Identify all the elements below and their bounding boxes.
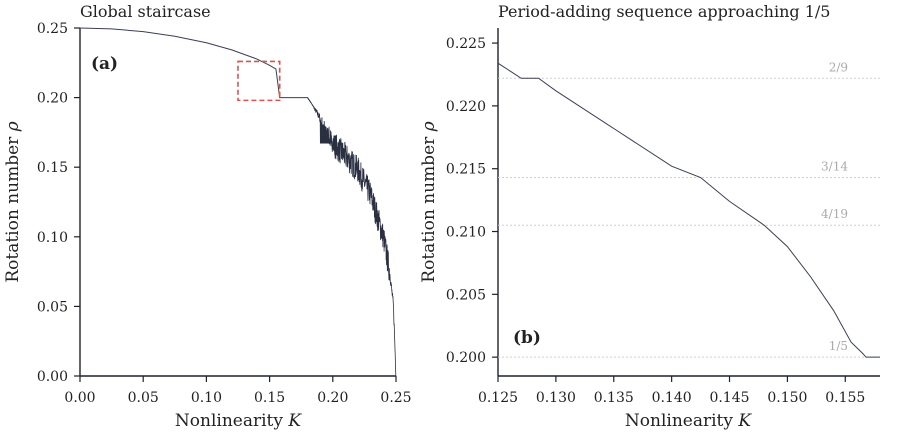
panel-b-x-tick-label: 0.135: [594, 390, 634, 406]
panel-b-reference-label: 2/9: [829, 60, 848, 74]
panel-b-x-ticks: 0.125 0.130 0.135 0.140 0.145 0.150 0.155: [478, 376, 865, 406]
panel-b-rotation-curve: [497, 62, 880, 358]
panel-a-x-tick-label: 0.05: [128, 390, 159, 406]
panel-b-x-tick-label: 0.140: [652, 390, 692, 406]
panel-a-xlabel: Nonlinearity: [175, 411, 283, 431]
panel-a-y-tick-label: 0.25: [37, 21, 68, 37]
panel-b-ylabel-var: ρ: [419, 121, 439, 132]
panel-a-chaotic-region: [307, 97, 397, 377]
panel-b-y-axis-title: Rotation number ρ: [419, 121, 439, 282]
panel-a-y-tick-label: 0.00: [37, 369, 68, 385]
panel-b-y-tick-label: 0.220: [446, 99, 486, 115]
panel-a-y-tick-label: 0.10: [37, 230, 68, 246]
panel-b-x-tick-label: 0.130: [536, 390, 576, 406]
panel-a-global-staircase: Global staircase (a) 0.00 0.05 0.10 0.15 0.2…: [3, 2, 412, 431]
panel-b-ylabel: Rotation number: [419, 136, 439, 283]
panel-b-y-ticks: 0.200 0.205 0.210 0.215 0.220 0.225: [446, 36, 498, 366]
panel-b-xlabel-var: K: [737, 411, 752, 431]
panel-b-y-tick-label: 0.200: [446, 350, 486, 366]
panel-a-x-ticks: 0.00 0.05 0.10 0.15 0.20 0.25: [64, 376, 412, 406]
panel-b-reference-label: 1/5: [829, 339, 848, 353]
panel-a-staircase-curve: [79, 27, 312, 104]
panel-b-y-tick-label: 0.210: [446, 225, 486, 241]
panel-b-reference-lines: 2/9 3/14 4/19 1/5: [498, 60, 880, 358]
panel-a-title: Global staircase: [80, 2, 211, 21]
panel-b-label: (b): [513, 328, 541, 348]
panel-a-x-tick-label: 0.00: [64, 390, 95, 406]
panel-a-label: (a): [91, 54, 118, 74]
panel-b-y-tick-label: 0.205: [446, 287, 486, 303]
panel-b-x-tick-label: 0.125: [478, 390, 518, 406]
panel-b-period-adding: Period-adding sequence approaching 1/5 (…: [419, 2, 880, 431]
panel-a-x-axis-title: Nonlinearity K: [175, 411, 302, 431]
panel-a-y-tick-label: 0.15: [37, 160, 68, 176]
panel-a-x-tick-label: 0.20: [317, 390, 348, 406]
panel-a-x-tick-label: 0.25: [380, 390, 411, 406]
panel-a-y-tick-label: 0.20: [37, 91, 68, 107]
panel-b-x-tick-label: 0.145: [709, 390, 749, 406]
panel-a-xlabel-var: K: [287, 411, 302, 431]
panel-b-xlabel: Nonlinearity: [625, 411, 733, 431]
panel-a-y-tick-label: 0.05: [37, 299, 68, 315]
panel-b-title: Period-adding sequence approaching 1/5: [498, 2, 830, 21]
panel-a-x-tick-label: 0.10: [191, 390, 222, 406]
panel-b-y-tick-label: 0.215: [446, 162, 486, 178]
panel-b-y-tick-label: 0.225: [446, 36, 486, 52]
panel-b-reference-label: 4/19: [821, 207, 848, 221]
panel-b-x-tick-label: 0.150: [767, 390, 807, 406]
panel-a-ylabel-var: ρ: [3, 121, 23, 132]
panel-b-x-axis-title: Nonlinearity K: [625, 411, 752, 431]
panel-a-zoom-box: [237, 60, 281, 102]
panel-a-x-tick-label: 0.15: [254, 390, 285, 406]
panel-b-reference-label: 3/14: [821, 160, 848, 174]
panel-a-ylabel: Rotation number: [3, 136, 23, 283]
panel-a-y-ticks: 0.00 0.05 0.10 0.15 0.20 0.25: [37, 21, 80, 385]
panel-b-x-tick-label: 0.155: [825, 390, 865, 406]
panel-a-y-axis-title: Rotation number ρ: [3, 121, 23, 282]
